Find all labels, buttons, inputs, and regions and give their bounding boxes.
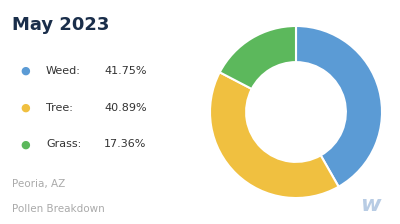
Text: ●: ● bbox=[20, 66, 30, 75]
Text: Tree:: Tree: bbox=[46, 103, 73, 112]
Text: ●: ● bbox=[20, 140, 30, 149]
Wedge shape bbox=[210, 72, 339, 198]
Text: w: w bbox=[360, 195, 380, 215]
Text: Pollen Breakdown: Pollen Breakdown bbox=[12, 204, 105, 214]
Text: 40.89%: 40.89% bbox=[104, 103, 147, 112]
Text: 17.36%: 17.36% bbox=[104, 140, 146, 149]
Text: May 2023: May 2023 bbox=[12, 16, 109, 34]
Text: ●: ● bbox=[20, 103, 30, 112]
Wedge shape bbox=[296, 26, 382, 187]
Text: Peoria, AZ: Peoria, AZ bbox=[12, 179, 65, 189]
Wedge shape bbox=[220, 26, 296, 89]
Text: Grass:: Grass: bbox=[46, 140, 81, 149]
Text: Weed:: Weed: bbox=[46, 66, 81, 75]
Text: 41.75%: 41.75% bbox=[104, 66, 146, 75]
